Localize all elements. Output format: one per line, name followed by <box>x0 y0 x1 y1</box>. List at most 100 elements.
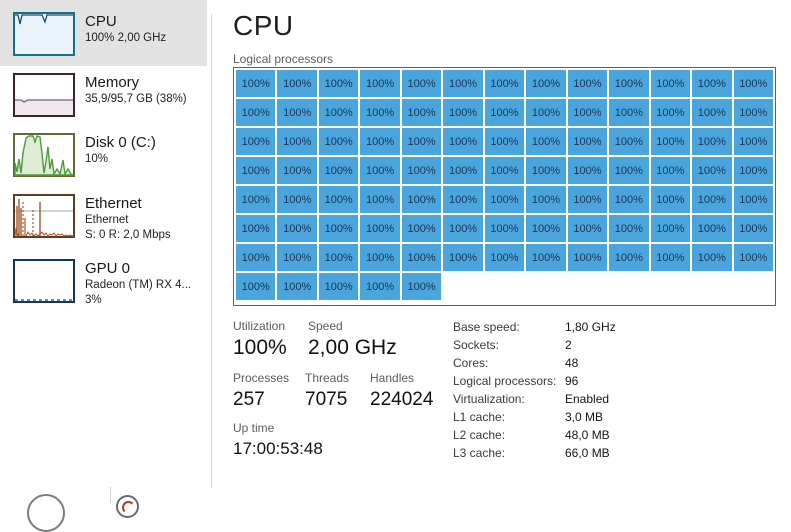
logical-processor-cell: 100% <box>401 215 442 242</box>
logical-processor-cell: 100% <box>236 128 276 155</box>
logical-processor-cell: 100% <box>526 99 566 126</box>
logical-processor-cell: 100% <box>692 99 732 126</box>
processes-label: Processes <box>233 371 290 385</box>
logical-processor-cell: 100% <box>277 215 317 242</box>
logical-processor-cell: 100% <box>484 215 525 242</box>
logical-processor-cell: 100% <box>609 99 649 126</box>
logical-processor-cell: 100% <box>401 273 442 300</box>
logical-processor-cell: 100% <box>650 128 691 155</box>
disk-usage-sparkline-icon <box>13 133 75 177</box>
logical-processor-cell: 100% <box>484 244 525 271</box>
logical-processor-cell: 100% <box>609 70 649 97</box>
sidebar-memory-subtitle: 35,9/95,7 GB (38%) <box>85 93 187 105</box>
logical-processor-cell: 100% <box>609 186 649 213</box>
logical-processor-cell: 100% <box>650 244 691 271</box>
logical-processors-grid[interactable]: 100% 100% 100% 100% 100% 100% 100% 100% 100% 100%… <box>233 67 776 306</box>
sidebar-ethernet-subtitle-2: S: 0 R: 2,0 Mbps <box>85 229 171 241</box>
threads-label: Threads <box>305 371 350 385</box>
cores-label: Cores: <box>453 356 489 370</box>
sidebar-disk-subtitle: 10% <box>85 153 109 165</box>
sidebar-item-memory[interactable]: Memory 35,9/95,7 GB (38%) <box>13 73 213 117</box>
logical-processor-cell: 100% <box>360 128 400 155</box>
sidebar-item-gpu[interactable]: GPU 0 Radeon (TM) RX 4... 3% <box>13 259 213 308</box>
logical-processor-cell: 100% <box>443 186 483 213</box>
logical-processor-cell: 100% <box>277 244 317 271</box>
virtualization-label: Virtualization: <box>453 392 525 406</box>
logical-processor-cell: 100% <box>567 244 608 271</box>
network-usage-sparkline-icon <box>13 194 75 238</box>
logical-processor-cell: 100% <box>609 244 649 271</box>
info-row-sockets: Sockets: 2 <box>453 336 616 354</box>
logical-processor-cell: 100% <box>567 99 608 126</box>
uptime-value: 17:00:53:48 <box>233 439 323 458</box>
sockets-label: Sockets: <box>453 338 500 352</box>
threads-value: 7075 <box>305 389 348 410</box>
sidebar-gpu-subtitle-2: 3% <box>85 294 102 306</box>
sidebar-cpu-subtitle: 100% 2,00 GHz <box>85 32 167 44</box>
logical-processor-cell: 100% <box>401 157 442 184</box>
sidebar-disk-title: Disk 0 (C:) <box>85 134 156 151</box>
info-row-l2-cache: L2 cache: 48,0 MB <box>453 426 616 444</box>
logical-processor-cell: 100% <box>443 244 483 271</box>
logical-processor-cell: 100% <box>567 70 608 97</box>
logical-processor-cell: 100% <box>236 186 276 213</box>
logical-processor-cell: 100% <box>650 99 691 126</box>
utilization-label: Utilization <box>233 319 286 333</box>
logical-processor-cell: 100% <box>236 70 276 97</box>
logical-processor-cell: 100% <box>692 128 732 155</box>
logical-processor-cell: 100% <box>401 128 442 155</box>
l3-cache-value: 66,0 MB <box>565 446 610 460</box>
cpu-usage-sparkline-icon <box>13 12 75 56</box>
logical-processor-cell: 100% <box>318 157 359 184</box>
logical-processor-cell: 100% <box>318 186 359 213</box>
logical-processor-cell: 100% <box>443 128 483 155</box>
logical-processor-cell: 100% <box>650 70 691 97</box>
sidebar-memory-title: Memory <box>85 74 140 91</box>
logical-processor-cell: 100% <box>360 273 400 300</box>
info-row-logical-processors: Logical processors: 96 <box>453 372 616 390</box>
logical-processor-cell: 100% <box>318 128 359 155</box>
cpu-info-panel: Base speed: 1,80 GHz Sockets: 2 Cores: 4… <box>453 318 616 462</box>
memory-usage-sparkline-icon <box>13 73 75 117</box>
sidebar-gpu-title: GPU 0 <box>85 260 131 277</box>
logical-processor-cell: 100% <box>484 70 525 97</box>
cores-value: 48 <box>565 356 579 370</box>
logical-processor-cell: 100% <box>277 186 317 213</box>
logical-processor-cell: 100% <box>609 128 649 155</box>
logical-processor-cell: 100% <box>484 99 525 126</box>
logical-processor-cell: 100% <box>236 273 276 300</box>
logical-processor-cell: 100% <box>609 215 649 242</box>
handles-label: Handles <box>370 371 415 385</box>
logical-processor-cell: 100% <box>567 215 608 242</box>
logical-processors-label: Logical processors <box>233 52 334 66</box>
logical-processor-cell: 100% <box>692 70 732 97</box>
logical-processor-cell: 100% <box>318 215 359 242</box>
logical-processor-cell: 100% <box>236 157 276 184</box>
logical-processor-cell: 100% <box>443 215 483 242</box>
sidebar-item-disk[interactable]: Disk 0 (C:) 10% <box>13 133 213 177</box>
logical-processor-cell: 100% <box>236 215 276 242</box>
l2-cache-label: L2 cache: <box>453 428 506 442</box>
sidebar-gpu-subtitle-1: Radeon (TM) RX 4... <box>85 279 192 291</box>
sidebar-main-divider <box>211 14 212 488</box>
resource-monitor-gauge-icon[interactable] <box>116 495 139 518</box>
logical-processor-cell: 100% <box>567 157 608 184</box>
partial-circle-icon[interactable] <box>27 494 65 532</box>
logical-processors-count-value: 96 <box>565 374 579 388</box>
logical-processor-cell: 100% <box>733 186 773 213</box>
logical-processor-cell: 100% <box>733 215 773 242</box>
logical-processor-cell: 100% <box>692 244 732 271</box>
l1-cache-label: L1 cache: <box>453 410 506 424</box>
logical-processor-cell: 100% <box>650 157 691 184</box>
sidebar-item-cpu[interactable]: CPU 100% 2,00 GHz <box>13 12 213 56</box>
logical-processor-cell: 100% <box>484 157 525 184</box>
sidebar-ethernet-title: Ethernet <box>85 195 142 212</box>
logical-processor-cell: 100% <box>526 186 566 213</box>
sidebar-item-ethernet[interactable]: Ethernet Ethernet S: 0 R: 2,0 Mbps <box>13 194 213 243</box>
virtualization-value: Enabled <box>565 392 610 406</box>
logical-processor-cell: 100% <box>526 157 566 184</box>
logical-processor-cell: 100% <box>277 99 317 126</box>
base-speed-value: 1,80 GHz <box>565 320 616 334</box>
logical-processor-cell: 100% <box>401 70 442 97</box>
logical-processor-cell: 100% <box>484 128 525 155</box>
